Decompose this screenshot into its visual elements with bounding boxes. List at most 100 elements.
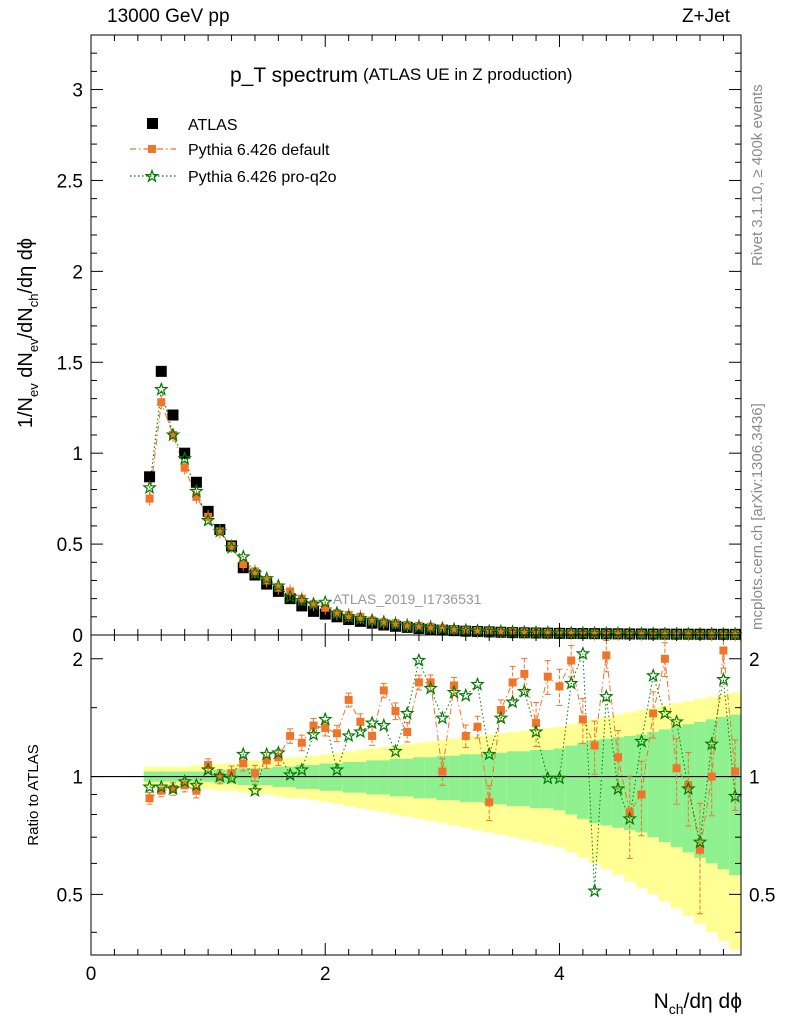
ratio-point-proq2o bbox=[458, 687, 474, 702]
data-point-atlas bbox=[167, 409, 179, 421]
ratio-point-proq2o bbox=[189, 777, 204, 792]
ratio-point-default bbox=[414, 678, 423, 687]
ratio-point-proq2o bbox=[317, 711, 333, 726]
ratio-point-proq2o bbox=[587, 883, 602, 898]
green-band-segment bbox=[565, 745, 578, 815]
ratio-point-default bbox=[332, 729, 341, 738]
green-band-segment bbox=[553, 748, 566, 811]
ratio-point-proq2o bbox=[247, 782, 263, 797]
data-point-proq2o bbox=[376, 614, 392, 629]
ratio-point-proq2o bbox=[282, 767, 298, 782]
data-point-atlas bbox=[190, 476, 202, 488]
x-tick-label: 2 bbox=[320, 964, 331, 985]
ratio-point-proq2o bbox=[306, 726, 321, 741]
ratio-point-proq2o bbox=[259, 746, 275, 761]
green-band-segment bbox=[354, 761, 367, 793]
data-point-default bbox=[250, 567, 259, 576]
ratio-point-default bbox=[321, 724, 330, 733]
data-point-default bbox=[180, 463, 189, 472]
data-point-proq2o bbox=[364, 612, 380, 627]
ratio-point-proq2o bbox=[493, 710, 509, 725]
main-y-tick-label: 3 bbox=[72, 81, 83, 102]
ratio-point-default bbox=[391, 707, 400, 716]
data-point-proq2o bbox=[177, 450, 193, 465]
green-band-segment bbox=[366, 760, 378, 795]
data-point-proq2o bbox=[657, 626, 673, 641]
ratio-point-proq2o bbox=[341, 728, 357, 743]
data-point-default bbox=[590, 629, 599, 638]
data-point-proq2o bbox=[317, 594, 333, 609]
ratio-y-tick-label-right: 1 bbox=[749, 768, 760, 789]
ratio-point-proq2o bbox=[669, 714, 684, 729]
data-point-default bbox=[543, 628, 552, 637]
data-point-default bbox=[520, 628, 529, 637]
ratio-y-tick-label-right: 0.5 bbox=[749, 885, 775, 906]
ratio-uncertainty-bands bbox=[143, 692, 741, 951]
ratio-point-default bbox=[543, 672, 552, 681]
main-title: p_T spectrum bbox=[230, 64, 358, 87]
ratio-point-proq2o bbox=[212, 768, 228, 783]
data-point-proq2o bbox=[235, 549, 251, 564]
ratio-point-default bbox=[555, 682, 564, 691]
data-point-default bbox=[731, 630, 740, 639]
ratio-point-proq2o bbox=[353, 724, 368, 739]
data-point-default bbox=[215, 527, 224, 536]
ratio-point-proq2o bbox=[680, 781, 696, 796]
ratio-point-default bbox=[496, 705, 505, 714]
data-point-default bbox=[168, 431, 177, 439]
ratio-point-proq2o bbox=[329, 762, 345, 777]
ratio-point-default bbox=[180, 781, 189, 790]
ratio-point-default bbox=[649, 709, 658, 718]
data-point-default bbox=[297, 594, 306, 603]
x-tick-label: 4 bbox=[554, 964, 565, 985]
ratio-point-proq2o bbox=[540, 770, 556, 785]
header-right-label: Z+Jet bbox=[681, 6, 730, 27]
data-point-default bbox=[192, 492, 201, 501]
data-point-default bbox=[344, 611, 353, 619]
ratio-point-proq2o bbox=[552, 770, 567, 785]
ratio-point-proq2o bbox=[599, 689, 614, 703]
ratio-point-proq2o bbox=[142, 779, 157, 794]
ratio-point-default bbox=[274, 753, 283, 762]
data-point-default bbox=[321, 603, 330, 612]
ratio-point-default bbox=[250, 769, 259, 778]
ratio-point-proq2o bbox=[177, 773, 193, 788]
ratio-point-proq2o bbox=[446, 684, 462, 699]
ratio-point-default bbox=[262, 756, 271, 765]
green-band-segment bbox=[459, 754, 472, 803]
ratio-point-proq2o bbox=[704, 736, 720, 751]
green-band-segment bbox=[389, 758, 402, 797]
ratio-point-default bbox=[696, 845, 705, 854]
data-point-proq2o bbox=[224, 539, 239, 555]
green-band-segment bbox=[588, 740, 601, 824]
green-band-segment bbox=[694, 721, 706, 858]
svg-text:Nch/dη dϕ: Nch/dη dϕ bbox=[654, 990, 742, 1017]
data-point-proq2o bbox=[423, 619, 438, 635]
ratio-point-default bbox=[438, 767, 447, 776]
ratio-plot-frame bbox=[90, 634, 742, 956]
data-point-default bbox=[684, 630, 693, 639]
data-point-default bbox=[204, 512, 213, 521]
main-subtitle: (ATLAS UE in Z production) bbox=[363, 65, 572, 84]
ratio-point-proq2o bbox=[692, 834, 708, 849]
data-point-default bbox=[379, 618, 388, 627]
analysis-label: ATLAS_2019_I1736531 bbox=[333, 591, 482, 607]
ratio-point-proq2o bbox=[224, 770, 239, 785]
ratio-point-proq2o bbox=[657, 705, 673, 720]
ratio-point-proq2o bbox=[423, 680, 438, 695]
data-point-proq2o bbox=[142, 479, 157, 495]
data-point-default bbox=[356, 612, 365, 621]
data-point-default bbox=[426, 622, 435, 631]
ratio-point-proq2o bbox=[200, 762, 216, 777]
ratio-y-tick-label: 2 bbox=[72, 650, 83, 671]
data-point-default bbox=[227, 541, 236, 550]
main-y-tick-label: 0 bbox=[72, 626, 83, 647]
data-point-proq2o bbox=[200, 512, 216, 527]
ratio-point-default bbox=[297, 738, 306, 747]
ratio-y-axis-title: Ratio to ATLAS bbox=[25, 744, 42, 845]
ratio-point-proq2o bbox=[622, 811, 638, 826]
ratio-point-default bbox=[379, 686, 388, 695]
ratio-point-default bbox=[637, 790, 646, 799]
data-point-default bbox=[450, 625, 459, 634]
